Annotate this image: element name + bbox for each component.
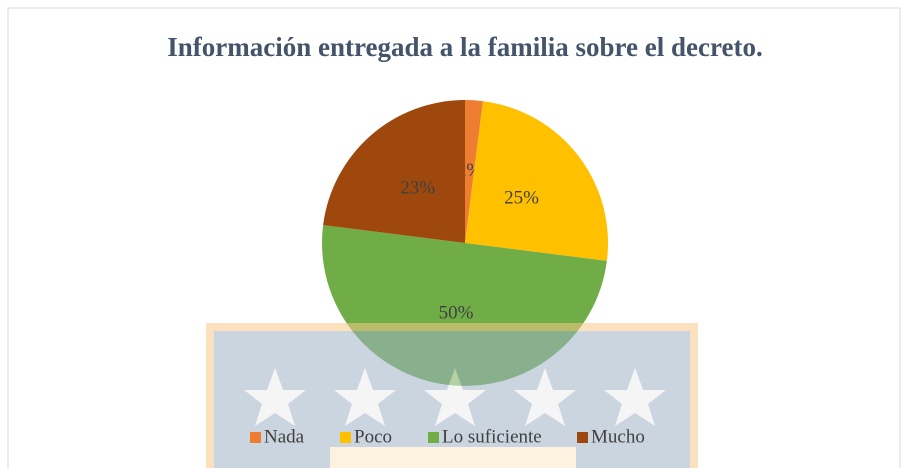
legend-swatch (340, 432, 351, 443)
pie-slice (465, 100, 483, 243)
legend-label: Mucho (591, 426, 645, 447)
chart-title: Información entregada a la familia sobre… (167, 32, 762, 62)
pie-slice (323, 100, 465, 243)
watermark-stars (244, 368, 666, 426)
legend-label: Lo suficiente (442, 426, 542, 447)
legend-swatch (428, 432, 439, 443)
pie-slice (465, 101, 608, 261)
data-label: 50% (439, 302, 474, 323)
legend-label: Nada (264, 426, 305, 447)
watermark-band (330, 447, 576, 468)
data-label: 23% (400, 178, 435, 199)
legend: Nada Poco Lo suficiente Mucho (250, 426, 645, 447)
watermark (206, 323, 698, 468)
data-label: 25% (504, 188, 539, 209)
legend-swatch (250, 432, 261, 443)
legend-label: Poco (354, 426, 392, 447)
legend-swatch (577, 432, 588, 443)
